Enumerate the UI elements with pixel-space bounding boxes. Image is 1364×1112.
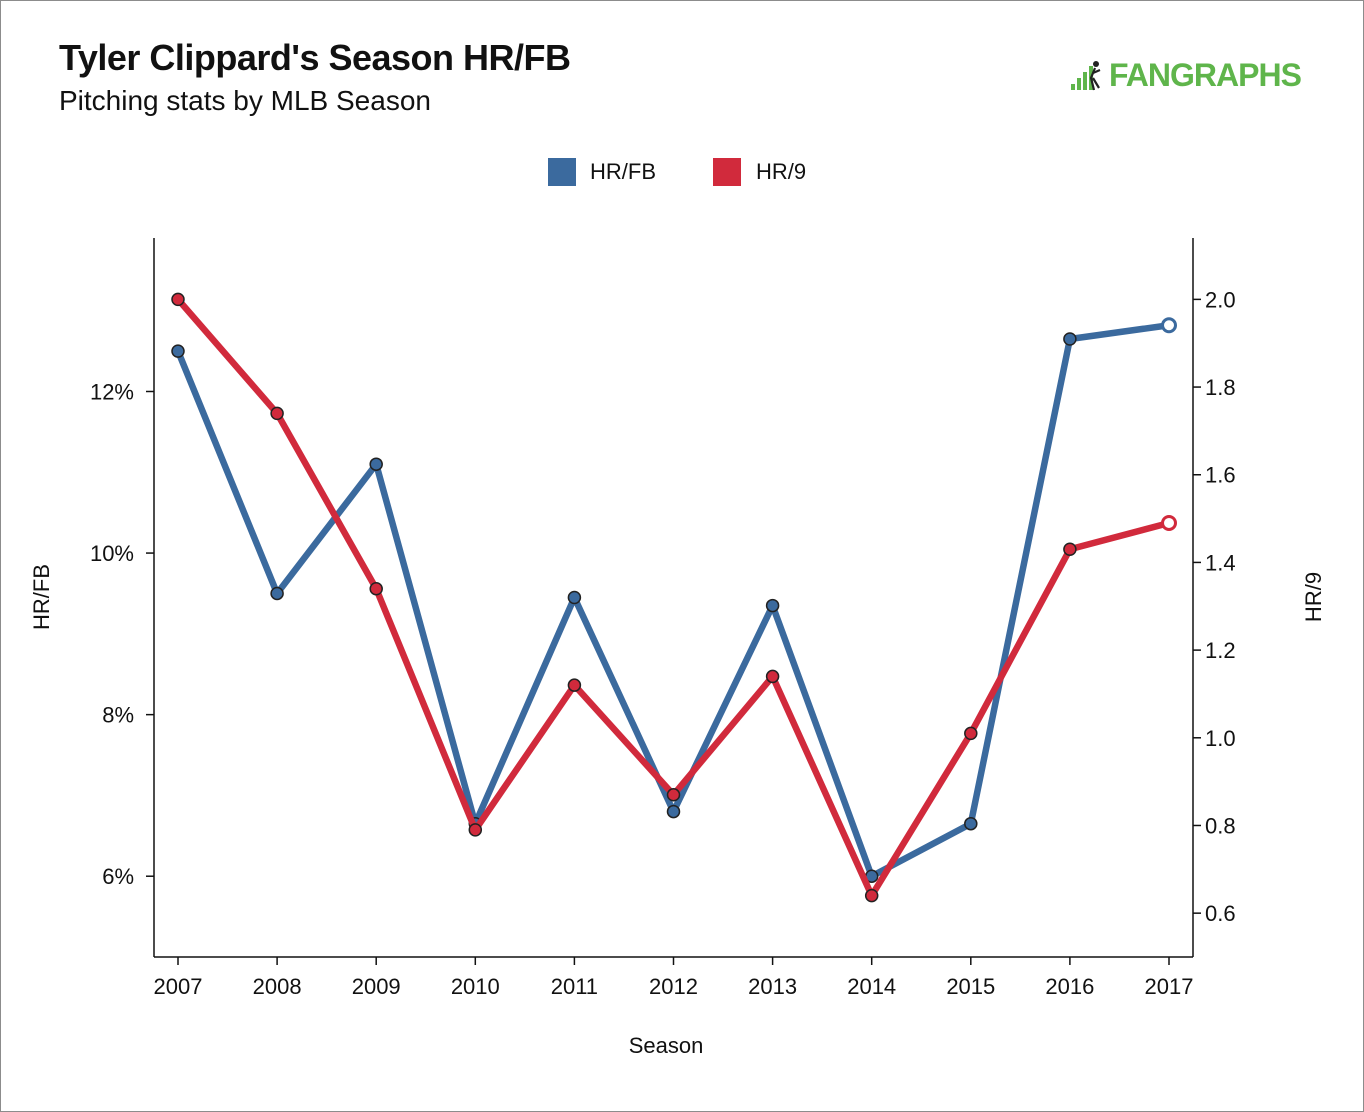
y-left-tick-label: 10% bbox=[90, 541, 134, 566]
data-point-hr-9 bbox=[1161, 514, 1177, 531]
data-point-hr-fb bbox=[1161, 317, 1177, 334]
chart-subtitle: Pitching stats by MLB Season bbox=[59, 85, 431, 116]
legend-swatch-hr-fb bbox=[548, 158, 576, 186]
y-left-tick-label: 6% bbox=[102, 864, 134, 889]
data-point-hr-9 bbox=[1063, 542, 1077, 557]
data-point-hr-9 bbox=[666, 788, 681, 802]
axes: 2007 2008 2009 2010 2011 2012 2013 2014 2015 2016… bbox=[29, 238, 1326, 1058]
y-right-tick-label: 0.8 bbox=[1205, 813, 1236, 838]
data-point-hr-fb bbox=[964, 816, 978, 831]
data-point-hr-9 bbox=[369, 581, 383, 596]
y-right-tick-label: 1.2 bbox=[1205, 638, 1236, 663]
data-point-hr-9 bbox=[964, 726, 978, 741]
y-axis-right-title: HR/9 bbox=[1301, 572, 1326, 622]
legend: HR/FB HR/9 bbox=[548, 158, 806, 186]
legend-label: HR/9 bbox=[756, 159, 806, 184]
y-left-tick-label: 12% bbox=[90, 379, 134, 404]
series-layer bbox=[171, 292, 1177, 903]
x-tick-label: 2015 bbox=[946, 974, 995, 999]
data-point-hr-9 bbox=[468, 823, 483, 837]
legend-label: HR/FB bbox=[590, 159, 656, 184]
y-right-tick-label: 2.0 bbox=[1205, 287, 1236, 312]
data-point-hr-9 bbox=[567, 678, 582, 692]
data-point-hr-fb bbox=[567, 590, 582, 605]
fangraphs-batter-icon bbox=[1071, 61, 1101, 91]
fangraphs-logo-text: FANGRAPHS bbox=[1109, 56, 1302, 93]
y-right-tick-label: 1.4 bbox=[1205, 550, 1236, 575]
x-tick-label: 2009 bbox=[352, 974, 401, 999]
y-right-tick-label: 1.0 bbox=[1205, 726, 1236, 751]
data-point-hr-9 bbox=[171, 292, 185, 307]
chart-title: Tyler Clippard's Season HR/FB bbox=[59, 37, 571, 78]
x-axis-title: Season bbox=[629, 1033, 704, 1058]
x-tick-label: 2012 bbox=[649, 974, 698, 999]
x-tick-label: 2011 bbox=[551, 974, 598, 999]
data-point-hr-fb bbox=[171, 344, 185, 358]
y-right-tick-label: 0.6 bbox=[1205, 901, 1236, 926]
data-point-hr-fb bbox=[1063, 332, 1077, 346]
y-left-tick-label: 8% bbox=[102, 703, 134, 728]
data-point-hr-9 bbox=[864, 888, 879, 903]
x-tick-label: 2014 bbox=[847, 974, 896, 999]
y-right-tick-label: 1.8 bbox=[1205, 375, 1236, 400]
x-tick-label: 2010 bbox=[451, 974, 500, 999]
x-tick-label: 2016 bbox=[1045, 974, 1094, 999]
legend-swatch-hr-9 bbox=[713, 158, 741, 186]
data-point-hr-fb bbox=[369, 457, 383, 471]
data-point-hr-fb bbox=[270, 586, 284, 601]
data-point-hr-9 bbox=[270, 406, 284, 421]
data-point-hr-fb bbox=[765, 598, 780, 613]
x-tick-label: 2008 bbox=[253, 974, 302, 999]
data-point-hr-9 bbox=[765, 669, 780, 684]
fangraphs-logo: FANGRAPHS bbox=[1069, 55, 1302, 95]
x-tick-label: 2013 bbox=[748, 974, 797, 999]
data-point-hr-fb bbox=[666, 804, 681, 819]
x-tick-label: 2007 bbox=[154, 974, 203, 999]
y-axis-left-title: HR/FB bbox=[29, 564, 54, 630]
y-right-tick-label: 1.6 bbox=[1205, 463, 1236, 488]
x-tick-label: 2017 bbox=[1145, 974, 1194, 999]
